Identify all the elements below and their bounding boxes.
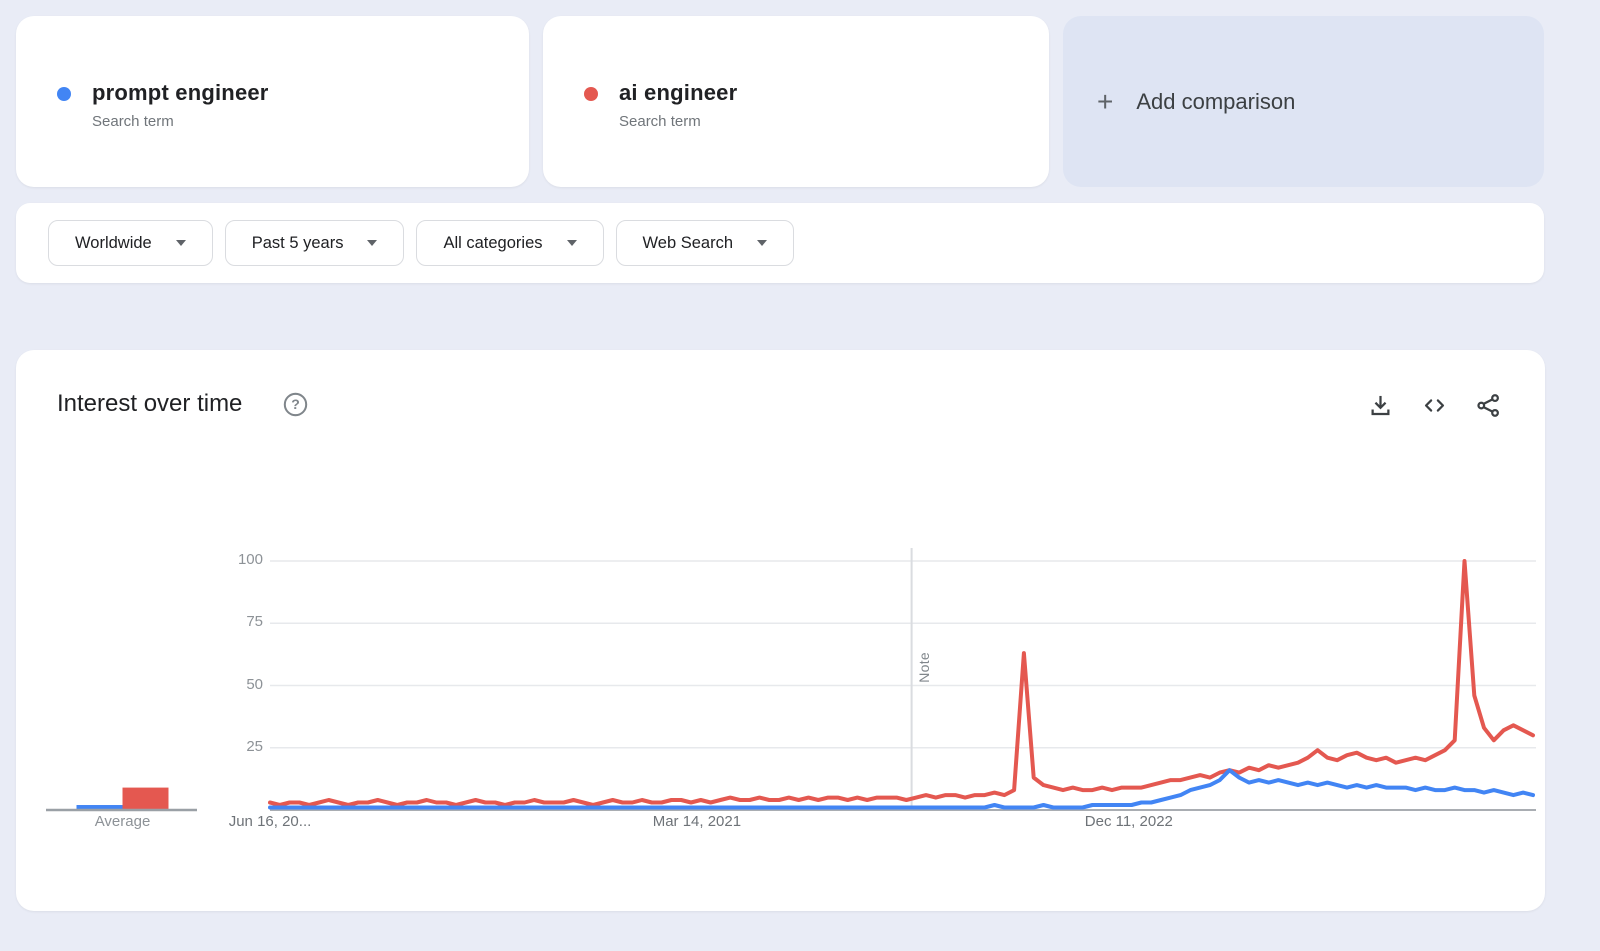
chart-actions (1367, 392, 1502, 419)
category-filter-label: All categories (443, 233, 543, 252)
note-label: Note (915, 652, 932, 683)
average-label: Average (94, 813, 151, 830)
term-title: prompt engineer (92, 80, 269, 105)
x-axis-label-0: Jun 16, 20... (228, 813, 312, 830)
term-color-dot-blue (57, 87, 71, 101)
filter-bar: Worldwide Past 5 years All categories We… (16, 203, 1544, 283)
x-axis-label-2: Dec 11, 2022 (1084, 813, 1173, 830)
average-bar-prompt-engineer (76, 805, 123, 810)
term-type-label: Search term (92, 113, 174, 130)
series-line-prompt-engineer[interactable] (268, 768, 1535, 810)
plus-icon: + (1097, 85, 1114, 117)
chevron-down-icon (566, 240, 577, 246)
term-title: ai engineer (619, 80, 738, 105)
term-card-prompt-engineer[interactable]: prompt engineer Search term (16, 16, 529, 187)
chevron-down-icon (757, 240, 768, 246)
help-icon[interactable]: ? (282, 391, 309, 418)
average-bar-ai-engineer (122, 787, 169, 810)
embed-code-icon[interactable] (1421, 392, 1448, 419)
y-axis-label-100: 100 (237, 551, 263, 568)
category-filter-dropdown[interactable]: All categories (416, 220, 604, 266)
add-comparison-button[interactable]: + Add comparison (1063, 16, 1544, 187)
y-axis-label-25: 25 (246, 737, 263, 755)
time-range-filter-label: Past 5 years (251, 233, 344, 252)
comparison-terms-row: prompt engineer Search term ai engineer … (16, 16, 1544, 187)
time-range-filter-dropdown[interactable]: Past 5 years (224, 220, 405, 266)
interest-chart[interactable] (16, 350, 1545, 911)
chart-title: Interest over time (57, 390, 243, 417)
search-type-filter-label: Web Search (642, 233, 734, 252)
x-axis-label-1: Mar 14, 2021 (652, 813, 742, 830)
add-comparison-label: Add comparison (1136, 88, 1296, 114)
series-line-ai-engineer[interactable] (268, 559, 1535, 807)
term-card-ai-engineer[interactable]: ai engineer Search term (543, 16, 1049, 187)
y-axis-label-50: 50 (246, 675, 263, 693)
term-type-label: Search term (619, 113, 701, 130)
chevron-down-icon (175, 240, 186, 246)
term-color-dot-red (584, 87, 598, 101)
y-axis-label-75: 75 (246, 613, 263, 631)
svg-text:?: ? (291, 396, 300, 412)
region-filter-dropdown[interactable]: Worldwide (48, 220, 213, 266)
download-icon[interactable] (1367, 392, 1394, 419)
interest-over-time-card: Interest over time ? (16, 350, 1545, 911)
share-icon[interactable] (1475, 392, 1502, 419)
search-type-filter-dropdown[interactable]: Web Search (615, 220, 795, 266)
chevron-down-icon (367, 240, 378, 246)
region-filter-label: Worldwide (75, 233, 152, 252)
